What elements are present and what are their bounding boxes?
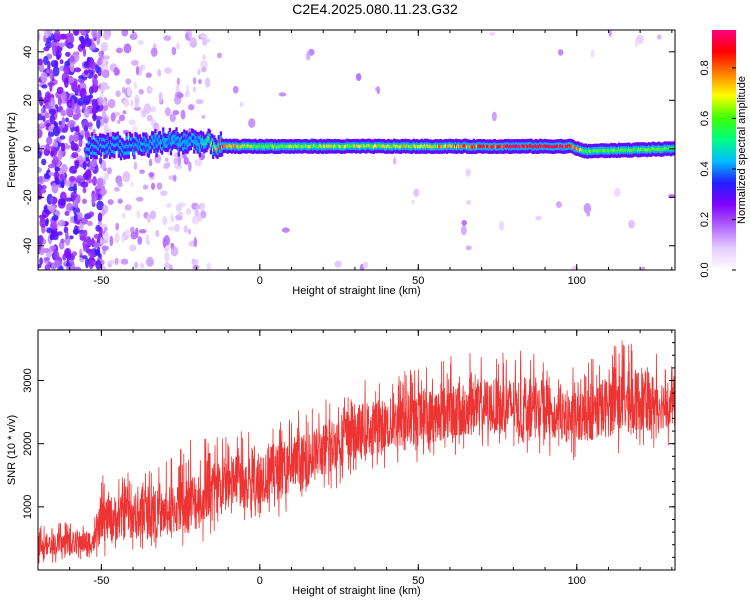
x-axis-label: Height of straight line (km) xyxy=(292,285,420,297)
colorbar-tick-label: 0.0 xyxy=(699,262,711,277)
colorbar: 0.0 0.2 0.4 0.6 0.8 Normalized spectral ampli… xyxy=(699,30,748,278)
y-tick-label: 40 xyxy=(22,46,34,58)
y-tick-label: 3000 xyxy=(22,368,34,392)
snr-panel: -50 0 50 100 1000 2000 3000 Height of straight … xyxy=(6,329,676,597)
colorbar-tick-label: 0.8 xyxy=(699,60,711,75)
y-axis-label: Frequency (Hz) xyxy=(6,112,18,188)
snr-line xyxy=(38,340,675,564)
spectrogram-image xyxy=(38,30,675,270)
spectrogram-panel: -50 0 50 100 -40 -20 0 20 40 Height of straight l… xyxy=(6,29,676,297)
spectrogram-frame xyxy=(37,29,676,271)
x-tick-label: 100 xyxy=(568,275,586,287)
x-axis-label: Height of straight line (km) xyxy=(292,585,420,597)
x-tick-label: 100 xyxy=(568,575,586,587)
y-tick-label: 2000 xyxy=(22,431,34,455)
x-tick-label: 0 xyxy=(257,275,263,287)
x-tick-label: 0 xyxy=(257,575,263,587)
x-tick-label: -50 xyxy=(93,575,109,587)
colorbar-label: Normalized spectral amplitude xyxy=(736,76,748,224)
y-tick-label: 1000 xyxy=(22,495,34,519)
figure-title: C2E4.2025.080.11.23.G32 xyxy=(292,1,458,17)
colorbar-tick-label: 0.2 xyxy=(699,212,711,227)
colorbar-tick-label: 0.6 xyxy=(699,111,711,126)
y-tick-label: -40 xyxy=(22,238,34,254)
y-tick-label: 0 xyxy=(22,146,34,152)
y-tick-label: -20 xyxy=(22,189,34,205)
x-tick-label: 50 xyxy=(412,275,424,287)
x-tick-label: -50 xyxy=(93,275,109,287)
y-axis-label: SNR (10 * v/v) xyxy=(6,415,18,485)
x-tick-label: 50 xyxy=(412,575,424,587)
colorbar-gradient xyxy=(712,30,736,270)
y-tick-label: 20 xyxy=(22,94,34,106)
colorbar-tick-label: 0.4 xyxy=(699,161,711,176)
snr-series xyxy=(38,340,675,564)
snr-frame xyxy=(37,329,676,571)
